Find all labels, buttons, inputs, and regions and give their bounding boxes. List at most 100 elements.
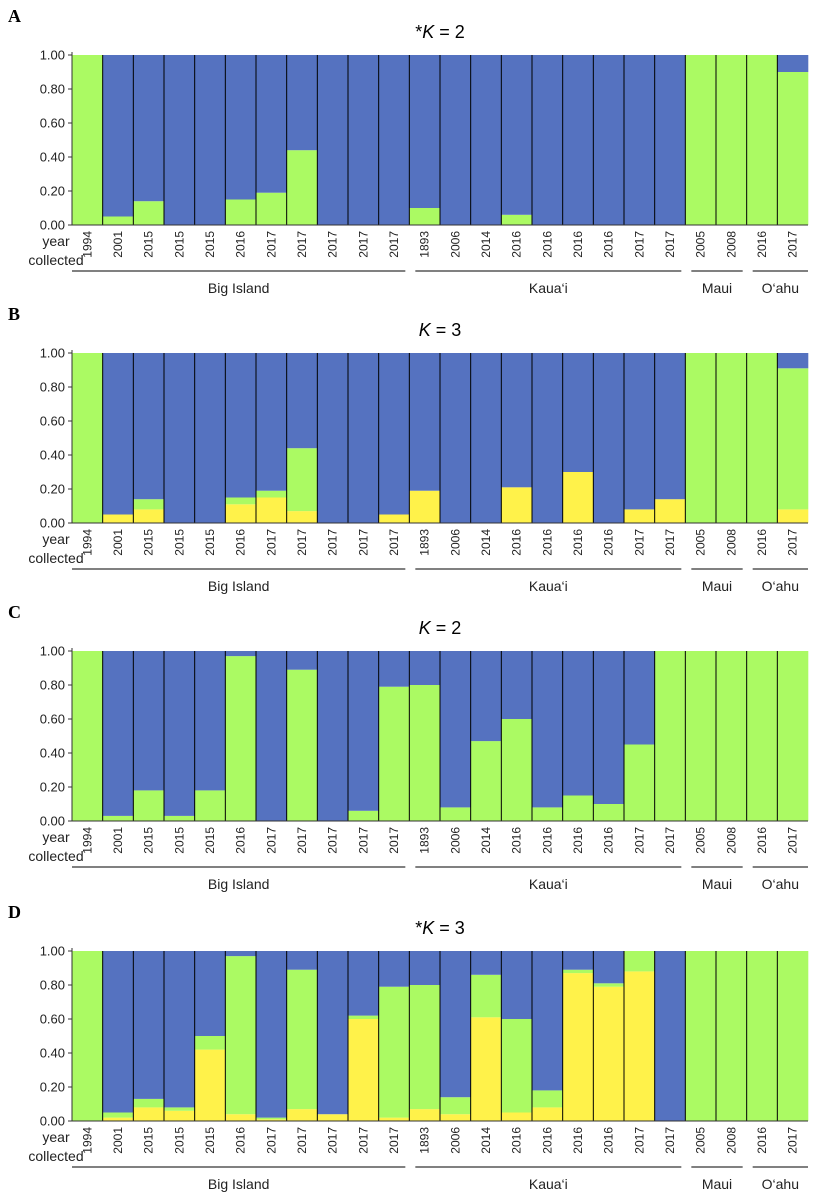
bar-segment-blue bbox=[501, 951, 533, 1019]
x-tick-label: 2017 bbox=[663, 827, 677, 854]
y-tick-label: 0.80 bbox=[40, 978, 65, 993]
side-label-year: year bbox=[42, 531, 70, 547]
x-tick-label: 2006 bbox=[448, 1127, 462, 1154]
x-tick-label: 2016 bbox=[510, 1127, 524, 1154]
bar-segment-blue bbox=[194, 651, 226, 791]
bar-segment-blue bbox=[624, 651, 655, 745]
bar-segment-yellow bbox=[409, 1109, 441, 1121]
chart-panel-a: A *K = 2 0.00 0.20 0.40 0.60 0.80 1.00 1994 2001 2… bbox=[8, 6, 809, 296]
x-tick-label: 2014 bbox=[479, 529, 493, 556]
y-tick-label: 0.40 bbox=[40, 1046, 65, 1061]
x-tick-label: 2017 bbox=[663, 529, 677, 556]
bar-segment-yellow bbox=[532, 1107, 563, 1121]
bar-segment-yellow bbox=[378, 514, 410, 523]
chart-panel-b: B K = 3 0.00 0.20 0.40 0.60 0.80 1.00 1994 2001 20… bbox=[8, 304, 809, 594]
y-tick-label: 0.00 bbox=[40, 516, 65, 531]
bar-segment-blue bbox=[378, 951, 410, 987]
bar-segment-green bbox=[716, 55, 747, 225]
bar-segment-blue bbox=[624, 353, 655, 510]
bar-segment-green bbox=[286, 448, 318, 512]
title-k: K bbox=[419, 618, 432, 638]
y-tick-label: 1.00 bbox=[40, 644, 65, 659]
x-tick-label: 2016 bbox=[602, 231, 616, 258]
bar-segment-green bbox=[716, 353, 747, 523]
x-tick-label: 2001 bbox=[111, 1127, 125, 1154]
bar-segment-yellow bbox=[409, 490, 441, 523]
bar-segment-blue bbox=[317, 951, 349, 1115]
x-tick-label: 2017 bbox=[356, 1127, 370, 1154]
y-tick-label: 0.20 bbox=[40, 482, 65, 497]
x-tick-label: 2015 bbox=[142, 1127, 156, 1154]
bar-segment-blue bbox=[470, 353, 502, 523]
bar-segment-blue bbox=[440, 55, 471, 225]
x-tick-label: 2017 bbox=[632, 827, 646, 854]
side-label-collected: collected bbox=[28, 1148, 83, 1164]
bar-segment-blue bbox=[286, 651, 318, 670]
bar-segment-yellow bbox=[624, 509, 655, 523]
x-tick-label: 2017 bbox=[264, 529, 278, 556]
x-tick-label: 2001 bbox=[111, 529, 125, 556]
bar-segment-green bbox=[746, 55, 778, 225]
bar-segment-green bbox=[102, 216, 134, 225]
bar-segment-blue bbox=[102, 651, 134, 816]
x-tick-label: 2017 bbox=[387, 529, 401, 556]
bar-segment-green bbox=[225, 656, 257, 821]
bar-segment-yellow bbox=[256, 1119, 287, 1121]
x-tick-label: 2016 bbox=[234, 529, 248, 556]
bar-segment-green bbox=[378, 986, 410, 1118]
bar-segment-green bbox=[256, 192, 287, 225]
bar-segment-yellow bbox=[256, 497, 287, 523]
y-tick-label: 0.40 bbox=[40, 448, 65, 463]
x-tick-label: 2017 bbox=[326, 1127, 340, 1154]
bar-segment-green bbox=[470, 741, 502, 821]
bar-segment-blue bbox=[654, 951, 686, 1121]
bar-segment-yellow bbox=[348, 1019, 379, 1121]
bar-segment-blue bbox=[409, 651, 441, 685]
x-tick-label: 2008 bbox=[724, 231, 738, 258]
bar-segment-blue bbox=[470, 951, 502, 975]
bar-segment-green bbox=[256, 1117, 287, 1120]
y-tick-label: 1.00 bbox=[40, 346, 65, 361]
x-tick-label: 2015 bbox=[172, 231, 186, 258]
y-tick-label: 1.00 bbox=[40, 48, 65, 63]
group-label: Maui bbox=[702, 578, 732, 594]
bar-segment-blue bbox=[317, 353, 349, 523]
y-tick-label: 0.20 bbox=[40, 184, 65, 199]
bar-segment-blue bbox=[164, 55, 195, 225]
x-tick-label: 2016 bbox=[602, 827, 616, 854]
x-tick-label: 2017 bbox=[786, 1127, 800, 1154]
side-label-year: year bbox=[42, 829, 70, 845]
x-tick-label: 2001 bbox=[111, 827, 125, 854]
chart-panel-c: C K = 2 0.00 0.20 0.40 0.60 0.80 1.00 1994 2001 20… bbox=[8, 602, 809, 892]
bar-segment-yellow bbox=[225, 1114, 257, 1121]
x-tick-label: 2017 bbox=[387, 231, 401, 258]
bar-segment-yellow bbox=[777, 509, 809, 523]
bar-segment-blue bbox=[256, 651, 287, 821]
bar-segment-yellow bbox=[624, 971, 655, 1121]
title-rest: = 2 bbox=[431, 618, 462, 638]
bar-segment-green bbox=[501, 1019, 533, 1113]
y-tick-label: 0.80 bbox=[40, 82, 65, 97]
bar-segment-blue bbox=[133, 55, 165, 202]
bar-segment-green bbox=[72, 353, 103, 523]
bar-segment-green bbox=[624, 951, 655, 972]
x-tick-label: 2008 bbox=[724, 827, 738, 854]
x-tick-label: 2015 bbox=[172, 827, 186, 854]
bar-segment-green bbox=[194, 1036, 226, 1050]
group-label: Maui bbox=[702, 280, 732, 296]
bar-segment-green bbox=[133, 499, 165, 510]
x-tick-label: 2001 bbox=[111, 231, 125, 258]
x-tick-label: 2016 bbox=[510, 827, 524, 854]
bar-segment-blue bbox=[532, 55, 563, 225]
bar-segment-yellow bbox=[562, 973, 594, 1121]
bar-segment-green bbox=[286, 669, 318, 821]
group-label: Maui bbox=[702, 876, 732, 892]
chart-title: K = 3 bbox=[419, 320, 462, 340]
bar-segment-blue bbox=[256, 55, 287, 193]
bar-segment-green bbox=[562, 969, 594, 974]
bar-segment-blue bbox=[133, 651, 165, 791]
y-tick-label: 0.00 bbox=[40, 814, 65, 829]
bar-segment-green bbox=[501, 719, 533, 821]
x-tick-label: 2017 bbox=[663, 1127, 677, 1154]
